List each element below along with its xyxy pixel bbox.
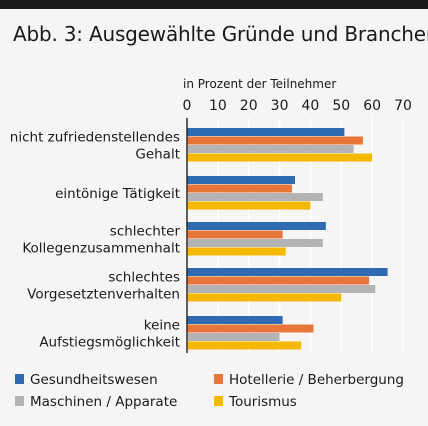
bar — [187, 201, 311, 210]
legend-label: Tourismus — [228, 394, 297, 410]
x-tick-label: 70 — [394, 98, 412, 114]
bar — [187, 276, 370, 285]
category-label: Vorgesetztenverhalten — [27, 287, 180, 303]
category-label: Gehalt — [135, 147, 180, 163]
legend-label: Gesundheitswesen — [30, 372, 158, 388]
bar — [187, 333, 280, 341]
chart-title: Abb. 3: Ausgewählte Gründe und Branchen — [13, 22, 428, 46]
top-bar — [0, 0, 428, 9]
legend-swatch — [15, 396, 24, 406]
bar — [187, 239, 323, 247]
category-label: eintönige Tätigkeit — [55, 186, 180, 202]
bar — [187, 193, 323, 201]
legend-label: Hotellerie / Beherbergung — [229, 372, 404, 388]
bar — [187, 222, 326, 230]
bar — [187, 341, 302, 350]
category-label: Kollegenzusammenhalt — [22, 241, 180, 257]
bar — [187, 176, 295, 184]
x-tick-label: 0 — [183, 98, 192, 114]
bar — [187, 128, 345, 136]
x-tick-label: 60 — [363, 98, 381, 114]
bar — [187, 316, 283, 324]
chart-panel — [0, 9, 428, 426]
category-label: nicht zufriedenstellendes — [10, 130, 180, 146]
category-label: keine — [144, 318, 180, 334]
category-label: schlechter — [110, 224, 181, 240]
legend-label: Maschinen / Apparate — [30, 394, 177, 410]
bar — [187, 268, 388, 276]
bar — [187, 136, 363, 145]
category-label: schlechtes — [108, 270, 180, 286]
x-tick-label: 50 — [332, 98, 350, 114]
bar — [187, 230, 283, 239]
bar — [187, 184, 292, 193]
bar — [187, 153, 373, 162]
legend-swatch — [15, 374, 24, 384]
bar — [187, 293, 342, 302]
category-label: Aufstiegsmöglichkeit — [39, 335, 180, 351]
legend-swatch — [214, 374, 223, 384]
x-tick-label: 40 — [302, 98, 320, 114]
x-tick-label: 30 — [271, 98, 289, 114]
bar — [187, 247, 286, 256]
bar — [187, 145, 354, 153]
x-tick-label: 10 — [209, 98, 227, 114]
bar — [187, 285, 376, 293]
legend-swatch — [214, 396, 223, 406]
x-tick-label: 20 — [240, 98, 258, 114]
x-axis-title: in Prozent der Teilnehmer — [183, 77, 336, 91]
bar — [187, 324, 314, 333]
